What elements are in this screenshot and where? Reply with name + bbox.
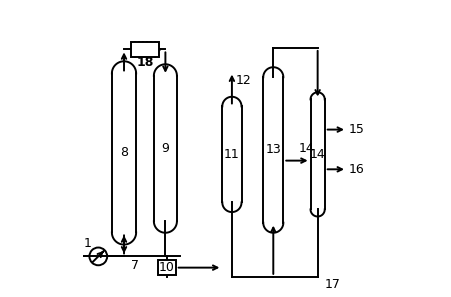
Text: 11: 11: [224, 148, 239, 161]
Text: 14: 14: [298, 142, 313, 155]
Bar: [158, 260, 175, 275]
Text: 17: 17: [324, 278, 340, 291]
Text: 7: 7: [131, 259, 139, 272]
Text: 18: 18: [136, 56, 153, 69]
Text: 1: 1: [83, 237, 91, 249]
Text: 14: 14: [309, 148, 325, 161]
Text: 12: 12: [235, 74, 251, 87]
Text: 15: 15: [348, 123, 364, 136]
Text: 8: 8: [120, 146, 128, 159]
Text: 10: 10: [159, 261, 175, 274]
Text: 13: 13: [265, 143, 281, 157]
Text: 9: 9: [161, 142, 169, 155]
Text: 16: 16: [348, 163, 364, 176]
Bar: [131, 42, 159, 57]
